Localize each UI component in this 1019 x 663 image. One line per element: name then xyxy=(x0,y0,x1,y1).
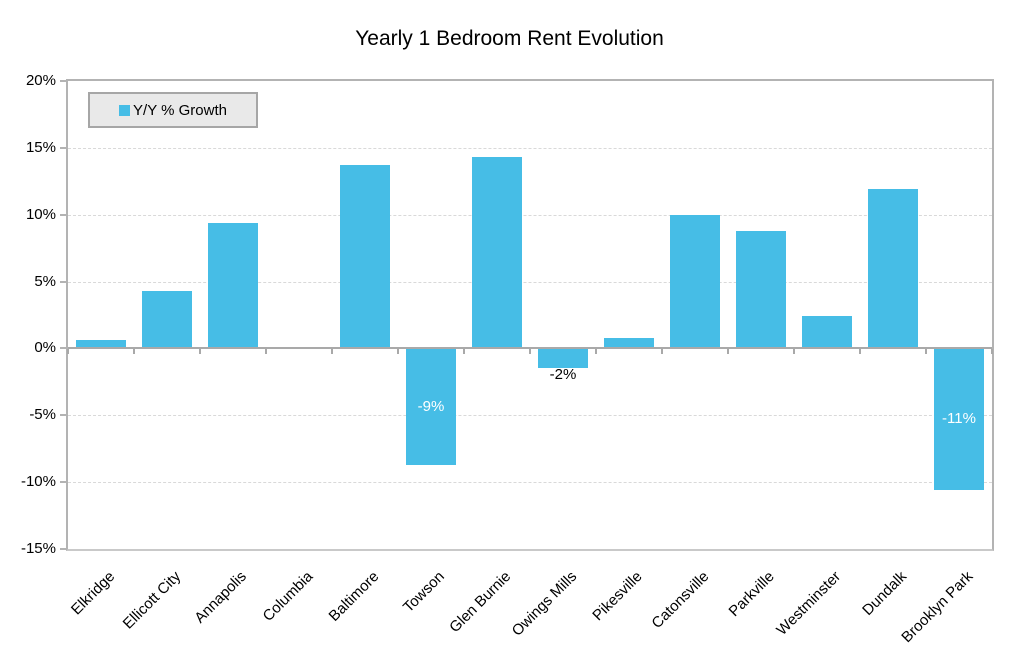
x-axis-tick xyxy=(793,349,795,355)
x-axis-tick xyxy=(331,349,333,355)
legend-swatch-icon xyxy=(119,104,131,116)
x-axis-tick xyxy=(133,349,135,355)
x-axis-label-glen-burnie: Glen Burnie xyxy=(445,568,515,637)
x-axis-label-columbia: Columbia xyxy=(259,568,317,625)
y-axis-label: -5% xyxy=(29,406,56,424)
y-axis-label: -10% xyxy=(20,473,56,491)
y-axis-tick xyxy=(60,213,67,216)
y-axis-tick xyxy=(60,548,67,550)
legend-label: Y/Y % Growth xyxy=(133,101,227,119)
bar-glen-burnie xyxy=(472,157,522,349)
bar-catonsville xyxy=(670,214,720,349)
gridline--5 xyxy=(68,415,992,417)
y-axis-tick xyxy=(60,280,67,283)
x-axis-tick xyxy=(661,349,663,355)
x-axis-label-towson: Towson xyxy=(400,568,449,616)
x-axis-label-pikesville: Pikesville xyxy=(589,568,647,625)
y-axis-label: 5% xyxy=(34,272,56,290)
bar-dundalk xyxy=(868,189,918,349)
bar-brooklyn-park xyxy=(934,348,984,491)
gridline-15 xyxy=(68,147,992,149)
bar-towson xyxy=(406,348,456,465)
x-axis-tick xyxy=(925,349,927,355)
bar-parkville xyxy=(736,230,786,349)
bar-label-brooklyn-park: -11% xyxy=(942,410,976,428)
x-axis-label-ellicott-city: Ellicott City xyxy=(119,568,185,633)
y-axis-label: 10% xyxy=(25,205,56,223)
gridline-5 xyxy=(68,281,992,283)
x-axis-tick xyxy=(727,349,729,355)
y-axis-tick xyxy=(60,414,67,417)
gridline--10 xyxy=(68,482,992,484)
x-axis-tick xyxy=(595,349,597,355)
x-axis-tick xyxy=(529,349,531,355)
bar-annapolis xyxy=(208,222,258,349)
y-axis-tick xyxy=(60,146,67,149)
x-axis-label-dundalk: Dundalk xyxy=(859,568,911,619)
y-axis-tick xyxy=(60,80,67,82)
x-axis-label-baltimore: Baltimore xyxy=(325,568,383,625)
y-axis-label: -15% xyxy=(20,540,56,557)
gridline-10 xyxy=(68,214,992,216)
x-axis-tick xyxy=(859,349,861,355)
chart-title: Yearly 1 Bedroom Rent Evolution xyxy=(355,27,664,50)
bar-baltimore xyxy=(340,165,390,349)
x-axis-label-westminster: Westminster xyxy=(773,568,845,639)
y-axis-tick xyxy=(60,347,67,350)
bar-ellicott-city xyxy=(142,290,192,349)
x-axis-label-elkridge: Elkridge xyxy=(67,568,119,619)
x-axis-tick xyxy=(991,349,993,355)
x-axis-tick xyxy=(199,349,201,355)
x-axis-tick xyxy=(397,349,399,355)
bar-label-towson: -9% xyxy=(417,397,445,415)
y-axis-tick xyxy=(60,481,67,484)
zero-axis-line xyxy=(68,347,992,350)
bar-pikesville xyxy=(604,337,654,349)
x-axis-tick xyxy=(265,349,267,355)
x-axis-label-owings-mills: Owings Mills xyxy=(508,568,581,640)
plot-area: -9% -2% -11% xyxy=(66,79,994,551)
x-axis-label-parkville: Parkville xyxy=(725,568,779,621)
bar-label-owings-mills: -2% xyxy=(549,366,577,384)
y-axis-label: 0% xyxy=(34,339,56,357)
x-axis-tick xyxy=(67,349,69,355)
x-axis-label-catonsville: Catonsville xyxy=(648,568,713,632)
x-axis-label-annapolis: Annapolis xyxy=(191,568,251,627)
y-axis-label: 20% xyxy=(25,72,56,89)
legend: Y/Y % Growth xyxy=(88,92,258,128)
x-axis-tick xyxy=(463,349,465,355)
y-axis-label: 15% xyxy=(25,138,56,156)
bar-westminster xyxy=(802,316,852,349)
bar-owings-mills xyxy=(538,348,588,369)
bar-elkridge xyxy=(76,340,126,349)
